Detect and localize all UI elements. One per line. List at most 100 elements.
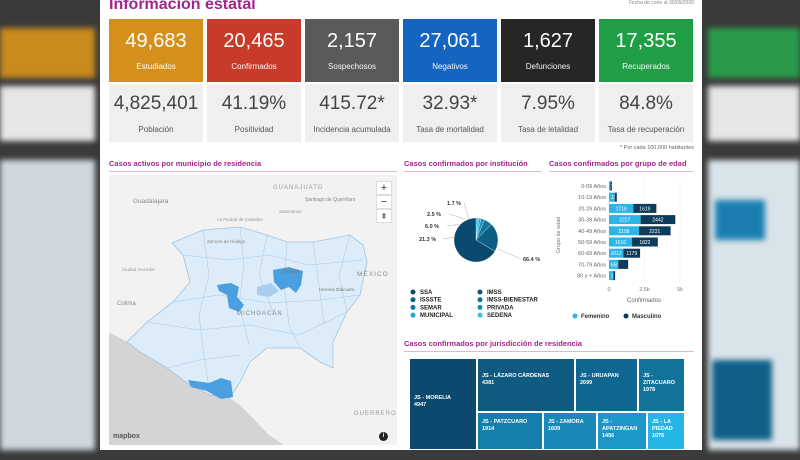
pie-label: 2.5 % xyxy=(427,212,441,218)
map-label: Heroica Zitácuaro xyxy=(319,287,355,292)
cutoff-date: Fecha de corte al 30/09/2020 xyxy=(628,0,694,6)
treemap-cell[interactable]: JS - ZAMORA 1609 xyxy=(543,412,597,450)
bar-masculino[interactable] xyxy=(610,181,612,191)
card-defunciones: 1,627 Defunciones xyxy=(501,19,595,82)
card-label: Confirmados xyxy=(231,62,277,71)
bar-femenino[interactable] xyxy=(609,215,641,225)
background-blur xyxy=(712,360,772,440)
card-label: Defunciones xyxy=(525,62,571,71)
municipality-uruapan[interactable] xyxy=(217,283,244,312)
treemap-cell[interactable]: JS - LÁZARO CÁRDENAS 4381 xyxy=(477,358,575,412)
stat-value: 4,825,401 xyxy=(113,93,199,114)
bar-masculino[interactable] xyxy=(614,192,617,202)
bar-femenino[interactable] xyxy=(609,192,615,202)
legend-label: SSA xyxy=(420,290,433,296)
footnote: * Por cada 100,000 habitantes xyxy=(619,145,694,151)
municipality-lazaro-cardenas[interactable] xyxy=(188,378,233,399)
stat-value: 415.72* xyxy=(319,93,385,114)
legend-label: ISSSTE xyxy=(420,298,441,304)
legend-swatch xyxy=(410,312,416,318)
legend-label: Femenino xyxy=(581,314,610,320)
pie-slice[interactable] xyxy=(453,217,496,263)
municipality-map[interactable]: GUANAJUATO Guadalajara Santiago de Queré… xyxy=(109,175,397,445)
pie-label: 1.7 % xyxy=(447,201,461,207)
treemap-cell[interactable]: JS - PATZCUARO 1914 xyxy=(477,412,543,450)
bar-label: 130 xyxy=(611,274,620,280)
stat-box: 84.8% Tasa de recuperación xyxy=(599,84,693,142)
map-label: Zamora de Hidalgo xyxy=(207,239,246,244)
mapbox-logo[interactable]: mapbox xyxy=(113,433,140,440)
stat-value: 32.93* xyxy=(422,93,478,114)
legend-swatch xyxy=(477,289,483,295)
stat-label: Tasa de mortalidad xyxy=(416,125,484,134)
treemap-cell[interactable]: JS - APATZINGAN 1456 xyxy=(597,412,647,450)
bar-label: 107 xyxy=(611,184,620,190)
age-title: Casos confirmados por grupo de edad xyxy=(549,159,693,172)
legend-swatch xyxy=(410,304,416,310)
treemap-cell[interactable]: JS - LA PIEDAD 1076 xyxy=(647,412,685,450)
bar-label: 2108 xyxy=(618,229,629,235)
treemap-cell[interactable]: JS - URUAPAN 2699 xyxy=(575,358,638,412)
card-estudiados: 49,683 Estudiados xyxy=(109,19,203,82)
jurisdiction-value: 1978 xyxy=(643,387,656,394)
bar-femenino[interactable] xyxy=(609,203,634,213)
bar-masculino[interactable] xyxy=(631,237,658,247)
bar-masculino[interactable] xyxy=(618,259,629,269)
legend-label: Masculino xyxy=(632,314,662,320)
stat-value: 41.19% xyxy=(221,93,287,114)
legend-swatch xyxy=(572,313,578,319)
y-tick-label: 40-49 Años xyxy=(578,229,606,235)
stat-label: Positividad xyxy=(234,125,274,134)
card-value: 1,627 xyxy=(522,30,574,52)
jurisdiction-name: JS - MORELIA xyxy=(414,395,451,401)
stat-value: 84.8% xyxy=(619,93,673,114)
bar-femenino[interactable] xyxy=(609,226,639,236)
map-canvas[interactable]: GUANAJUATO Guadalajara Santiago de Queré… xyxy=(109,175,397,445)
bar-femenino[interactable] xyxy=(609,248,624,258)
stat-box: 7.95% Tasa de letalidad xyxy=(501,84,595,142)
legend-label: IMSS xyxy=(487,290,502,296)
bar-femenino[interactable] xyxy=(609,181,611,191)
legend-swatch xyxy=(623,313,629,319)
jurisdiction-treemap: JS - MORELIA 4947 JS - LÁZARO CÁRDENAS 4381… xyxy=(409,358,685,450)
stat-label: Tasa de letalidad xyxy=(517,125,579,134)
stat-box: 415.72* Incidencia acumulada xyxy=(305,84,399,142)
zoom-in-button[interactable]: + xyxy=(376,181,392,195)
compass-icon[interactable]: ⇞ xyxy=(376,209,392,223)
y-tick-label: 80 y + Años xyxy=(577,274,606,280)
bar-masculino[interactable] xyxy=(633,203,657,213)
treemap-cell[interactable]: JS - ZITACUARO 1978 xyxy=(638,358,685,412)
legend-label: SEDENA xyxy=(487,313,513,319)
bar-masculino[interactable] xyxy=(640,215,676,225)
municipality-morelia[interactable] xyxy=(273,267,303,293)
bar-masculino[interactable] xyxy=(623,248,641,258)
treemap-cell[interactable]: JS - MORELIA 4947 xyxy=(409,358,477,450)
background-blur xyxy=(715,200,765,240)
leader-line xyxy=(448,213,466,220)
zoom-out-button[interactable]: − xyxy=(376,195,392,209)
info-icon[interactable]: i xyxy=(379,432,388,441)
pie-label: 66.4 % xyxy=(523,257,540,263)
y-tick-label: 20-29 Años xyxy=(578,206,606,212)
background-blur xyxy=(0,160,95,450)
jurisdiction-title: Casos confirmados por jurisdicción de re… xyxy=(404,339,694,352)
x-tick-label: 5k xyxy=(677,287,683,293)
card-label: Negativos xyxy=(432,62,468,71)
map-label: MÉXICO xyxy=(357,269,389,278)
bar-masculino[interactable] xyxy=(638,226,671,236)
jurisdiction-name: JS - URUAPAN xyxy=(580,373,619,379)
bar-femenino[interactable] xyxy=(609,271,614,281)
jurisdiction-name: JS - LÁZARO CÁRDENAS xyxy=(482,373,550,379)
bar-femenino[interactable] xyxy=(609,237,632,247)
bar-label: 650 xyxy=(611,262,620,268)
map-label: Ciudad Guzmán xyxy=(122,267,155,272)
card-sospechosos: 2,157 Sospechosos xyxy=(305,19,399,82)
bar-femenino[interactable] xyxy=(609,259,619,269)
bar-label: 1179 xyxy=(626,251,637,257)
x-axis-label: Confirmados xyxy=(627,298,661,304)
y-tick-label: 10-19 Años xyxy=(578,195,606,201)
card-recuperados: 17,355 Recuperados xyxy=(599,19,693,82)
bar-masculino[interactable] xyxy=(613,271,616,281)
municipality-patzcuaro[interactable] xyxy=(257,283,279,297)
stat-box: 4,825,401 Población xyxy=(109,84,203,142)
